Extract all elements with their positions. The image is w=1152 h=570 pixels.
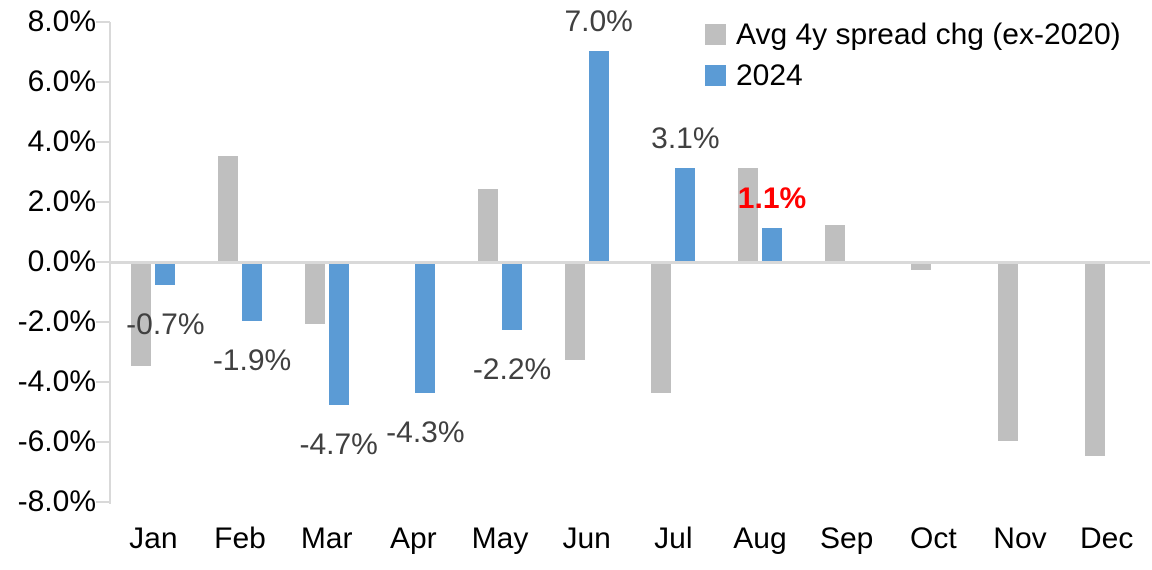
- y-tick-mark: [96, 21, 110, 23]
- data-label-jan: -0.7%: [126, 308, 205, 341]
- data-label-jul: 3.1%: [651, 122, 720, 155]
- bar-avg4y-nov: [998, 264, 1018, 441]
- bar-2024-jul: [675, 168, 696, 261]
- data-label-apr: -4.3%: [386, 416, 465, 449]
- y-tick-mark: [96, 381, 110, 383]
- bar-2024-mar: [328, 264, 349, 405]
- bar-2024-apr: [415, 264, 436, 393]
- x-label-jul: Jul: [654, 522, 693, 555]
- bar-2024-jun: [588, 51, 609, 261]
- bar-2024-feb: [242, 264, 262, 321]
- data-label-aug: 1.1%: [737, 182, 807, 215]
- x-label-may: May: [471, 522, 529, 555]
- bar-avg4y-aug: [738, 168, 758, 261]
- y-tick-mark: [96, 81, 110, 83]
- y-tick-label: 2.0%: [27, 185, 96, 218]
- y-tick-label: -6.0%: [17, 425, 96, 458]
- data-label-may: -2.2%: [472, 353, 552, 386]
- bar-avg4y-jul: [651, 264, 672, 393]
- bar-avg4y-feb: [218, 156, 238, 261]
- bar-2024-may: [502, 264, 522, 330]
- bar-avg4y-dec: [1084, 264, 1105, 456]
- zero-axis-line: [110, 261, 1150, 264]
- y-tick-label: 6.0%: [27, 65, 96, 98]
- bar-avg4y-may: [478, 189, 498, 261]
- y-tick-label: -2.0%: [17, 305, 96, 338]
- data-label-feb: -1.9%: [212, 344, 292, 377]
- bar-2024-jan: [155, 264, 176, 285]
- bar-avg4y-sep: [824, 225, 845, 261]
- y-tick-mark: [96, 441, 110, 443]
- y-tick-mark: [96, 141, 110, 143]
- y-tick-mark: [96, 321, 110, 323]
- bar-2024-aug: [762, 228, 782, 261]
- x-label-jan: Jan: [129, 522, 178, 555]
- x-label-sep: Sep: [819, 522, 874, 555]
- x-label-mar: Mar: [300, 522, 353, 555]
- data-label-jun: 7.0%: [564, 5, 633, 38]
- x-label-jun: Jun: [562, 522, 611, 555]
- legend: Avg 4y spread chg (ex-2020) 2024: [705, 14, 1121, 96]
- legend-item-2024: 2024: [705, 55, 1121, 96]
- y-tick-label: -4.0%: [17, 365, 96, 398]
- x-label-dec: Dec: [1079, 522, 1134, 555]
- y-tick-label: -8.0%: [17, 485, 96, 518]
- legend-swatch-2024: [705, 65, 726, 86]
- y-tick-label: 0.0%: [27, 245, 96, 278]
- legend-label-2024: 2024: [736, 58, 803, 92]
- x-label-aug: Aug: [733, 522, 787, 555]
- bar-avg4y-mar: [304, 264, 325, 324]
- data-label-mar: -4.7%: [299, 428, 378, 461]
- y-tick-mark: [96, 201, 110, 203]
- x-label-feb: Feb: [214, 522, 266, 555]
- bar-avg4y-oct: [911, 264, 932, 270]
- x-label-oct: Oct: [909, 522, 957, 555]
- x-label-nov: Nov: [993, 522, 1047, 555]
- legend-item-avg4y: Avg 4y spread chg (ex-2020): [705, 14, 1121, 55]
- bar-avg4y-jun: [564, 264, 585, 360]
- legend-swatch-avg4y: [705, 24, 726, 45]
- y-tick-label: 4.0%: [27, 125, 96, 158]
- x-label-apr: Apr: [389, 522, 437, 555]
- y-tick-label: 8.0%: [27, 5, 96, 38]
- bar-avg4y-jan: [131, 264, 152, 366]
- y-tick-mark: [96, 261, 110, 263]
- legend-label-avg4y: Avg 4y spread chg (ex-2020): [736, 17, 1121, 51]
- y-tick-mark: [96, 501, 110, 503]
